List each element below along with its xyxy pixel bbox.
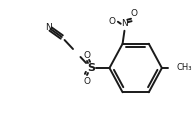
Text: O: O <box>109 17 116 26</box>
Text: S: S <box>87 63 95 73</box>
Text: O: O <box>84 51 91 60</box>
Text: N: N <box>45 22 52 31</box>
Text: O: O <box>130 9 137 18</box>
Text: N: N <box>121 19 128 28</box>
Text: CH₃: CH₃ <box>177 64 192 73</box>
Text: O: O <box>84 76 91 85</box>
